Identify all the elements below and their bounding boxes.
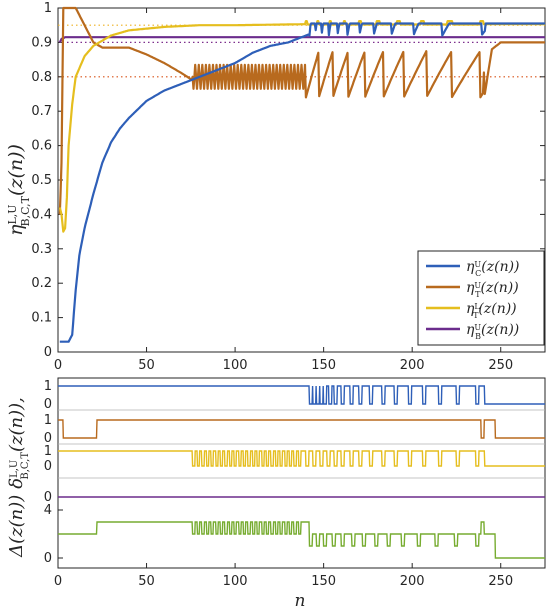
y-tick-label: 0.8 [31, 70, 52, 85]
top-y-axis-label: ηL,UB,C,T(z(n)) [5, 144, 32, 236]
legend-label: ηL T(z(n)) [466, 301, 517, 320]
y-tick-label: 0.6 [31, 139, 52, 154]
strip-tick-label: 0 [44, 397, 52, 412]
x-tick-label: 0 [54, 358, 62, 373]
x-tick-label: 200 [400, 574, 425, 589]
x-tick-label: 100 [223, 574, 248, 589]
delta-line [58, 521, 545, 559]
x-tick-label: 0 [54, 574, 62, 589]
series-line [59, 22, 546, 343]
series-line [58, 6, 546, 215]
strip-tick-label: 1 [44, 444, 52, 459]
indicator-strip-line [58, 385, 545, 405]
x-tick-label: 250 [488, 574, 513, 589]
legend-label: ηU C(z(n)) [466, 259, 520, 278]
bottom-y-axis-label: Δ(z(n))δL,UB,C,T(z(n)), [6, 397, 31, 558]
svg-text:ηL,UB,C,T(z(n)): ηL,UB,C,T(z(n)) [5, 144, 32, 236]
y-tick-label: 0.9 [31, 35, 52, 50]
x-tick-label: 200 [400, 358, 425, 373]
strip-tick-label: 1 [44, 413, 52, 428]
y-tick-label: 0 [44, 551, 52, 566]
indicator-strip-line [58, 419, 545, 439]
legend-label: ηU B(z(n)) [466, 322, 519, 341]
y-tick-label: 0.3 [31, 242, 52, 257]
y-tick-label: 0.4 [31, 207, 52, 222]
y-tick-label: 0.2 [31, 276, 52, 291]
x-tick-label: 250 [488, 358, 513, 373]
y-tick-label: 0.1 [31, 311, 52, 326]
x-axis-label: n [295, 591, 306, 611]
bottom-axes-box [57, 377, 546, 569]
x-tick-label: 150 [311, 358, 336, 373]
x-tick-label: 100 [223, 358, 248, 373]
legend-label: ηU T(z(n)) [466, 280, 519, 299]
y-tick-label: 4 [44, 503, 52, 518]
strip-tick-label: 0 [44, 490, 52, 505]
y-tick-label: 0.5 [31, 173, 52, 188]
y-tick-label: 0 [44, 345, 52, 360]
x-tick-label: 150 [311, 574, 336, 589]
x-tick-label: 50 [138, 358, 155, 373]
strip-tick-label: 0 [44, 431, 52, 446]
svg-text:Δ(z(n))δL,UB,C,T(z(n)),: Δ(z(n))δL,UB,C,T(z(n)), [6, 397, 31, 558]
y-tick-label: 0.7 [31, 104, 52, 119]
y-tick-label: 1 [44, 1, 52, 16]
strip-tick-label: 1 [44, 379, 52, 394]
indicator-strip-line [58, 450, 545, 467]
strip-tick-label: 0 [44, 459, 52, 474]
x-tick-label: 50 [138, 574, 155, 589]
top-chart: 0 0.1 0.2 0.3 0.4 0.5 0.6 0.7 0.8 0.9 1 0 50 100 150 20… [31, 1, 546, 373]
legend: ηU C(z(n)) ηU T(z(n)) ηL T(z(n)) ηU B(z(n)) [417, 250, 545, 346]
